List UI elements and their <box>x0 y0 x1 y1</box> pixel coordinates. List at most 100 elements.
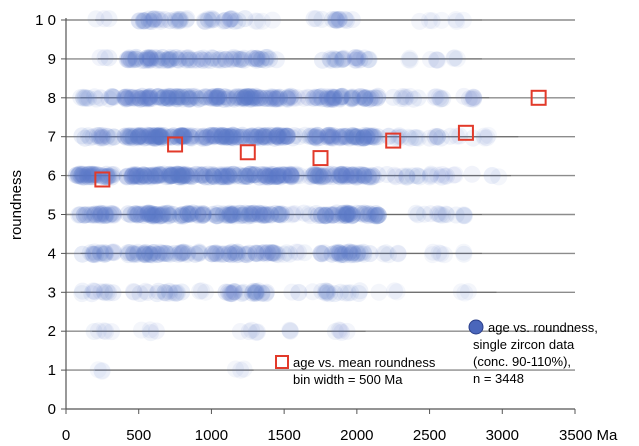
zircon-point-r8-c2-53 <box>215 90 233 108</box>
zircon-point-r7-c1-13 <box>195 127 213 145</box>
zircon-point-r8-c1-27 <box>168 88 186 106</box>
zircon-point-r10-c1-12 <box>166 11 184 29</box>
zircon-point-r5-c1-7 <box>173 206 191 224</box>
zircon-point-r7-c1-4 <box>150 127 168 145</box>
zircon-point-r8-c1-24 <box>138 89 156 107</box>
zircon-point-r9-c2-10 <box>222 50 240 68</box>
zircon-point-r5-c3-4 <box>301 207 319 225</box>
y-tick-label-10: 1 0 <box>35 12 56 29</box>
zircon-point-r8-c1-35 <box>187 89 205 107</box>
zircon-point-r10-c1-16 <box>143 13 160 30</box>
zircon-point-r8-c1-1 <box>154 89 172 107</box>
zircon-point-r6-c1-24 <box>152 166 170 184</box>
zircon-point-r7-c2-43 <box>246 128 264 146</box>
zircon-point-r7-c0-10 <box>94 129 112 146</box>
zircon-point-r5-c1-28 <box>150 207 168 225</box>
zircon-point-r7-c1-26 <box>194 129 211 147</box>
zircon-point-r5-c1-35 <box>174 207 192 225</box>
zircon-point-r4-c4-24 <box>340 244 358 262</box>
zircon-point-r5-c2-16 <box>251 206 269 224</box>
zircon-point-r3-c3-1 <box>222 285 240 303</box>
zircon-point-r9-c1-34 <box>139 49 157 67</box>
zircon-point-r7-c2-18 <box>257 127 275 144</box>
zircon-point-r8-c4-42 <box>332 88 350 106</box>
zircon-point-r5-c2-31 <box>239 207 257 225</box>
zircon-point-r7-c2-21 <box>223 128 241 146</box>
zircon-point-r4-c1-5 <box>145 244 163 261</box>
zircon-point-r8-c4-15 <box>326 89 343 107</box>
zircon-point-r4-c0-4 <box>81 244 99 262</box>
zircon-point-r7-c2-36 <box>206 127 224 145</box>
zircon-point-r4-c2-35 <box>259 244 277 262</box>
zircon-point-r8-c6-7 <box>465 88 482 106</box>
zircon-point-r4-c4-28 <box>333 246 351 263</box>
zircon-point-r10-c4-4 <box>328 12 346 30</box>
zircon-point-r4-c6-0 <box>424 243 442 261</box>
zircon-point-r7-c4-9 <box>308 129 326 147</box>
zircon-point-r6-c4-40 <box>355 167 373 184</box>
zircon-point-r10-c1-7 <box>171 12 189 30</box>
zircon-point-r6-c4-13 <box>360 168 378 186</box>
zircon-point-r10-c1-1 <box>156 11 174 29</box>
zircon-point-r7-c4-25 <box>338 127 355 145</box>
zircon-point-r8-c2-24 <box>208 90 226 107</box>
zircon-point-r6-c2-29 <box>239 168 257 185</box>
zircon-point-r8-c1-30 <box>155 88 173 106</box>
zircon-point-r8-c4-11 <box>354 88 372 106</box>
zircon-point-r3-c1-9 <box>125 283 143 301</box>
single-zircon-points <box>67 10 508 380</box>
zircon-point-r8-c2-0 <box>236 89 254 106</box>
zircon-point-r9-c1-45 <box>124 51 142 69</box>
zircon-point-r8-c2-36 <box>219 89 237 107</box>
zircon-point-r5-c3-3 <box>295 204 313 222</box>
zircon-point-r4-c2-16 <box>235 245 253 263</box>
zircon-point-r5-c5-0 <box>433 206 451 224</box>
zircon-point-r3-c1-5 <box>136 282 154 300</box>
zircon-point-r5-c2-8 <box>220 207 238 225</box>
zircon-point-r6-c4-35 <box>354 166 372 184</box>
zircon-point-r5-c1-2 <box>194 207 212 224</box>
zircon-point-r6-c0-10 <box>93 167 110 185</box>
zircon-point-r8-c4-16 <box>311 88 329 106</box>
zircon-point-r3-c3-6 <box>245 282 263 300</box>
zircon-point-r6-c1-69 <box>163 167 181 185</box>
zircon-point-r6-c4-29 <box>323 168 341 186</box>
zircon-point-r10-c2-10 <box>195 12 213 30</box>
zircon-point-r9-c1-12 <box>127 48 145 66</box>
zircon-point-r4-c4-11 <box>349 244 367 262</box>
zircon-point-r7-c1-57 <box>150 128 168 145</box>
zircon-point-r9-c2-7 <box>256 51 274 69</box>
zircon-point-r6-c2-36 <box>275 166 293 184</box>
zircon-point-r6-c0-29 <box>70 165 88 183</box>
zircon-point-r5-c2-34 <box>243 205 261 223</box>
zircon-point-r3-c3-7 <box>247 283 265 301</box>
zircon-point-r3-c0-4 <box>86 283 104 300</box>
zircon-point-r8-c4-10 <box>313 87 330 105</box>
zircon-point-r2-c2-2 <box>247 323 265 341</box>
zircon-point-r6-c2-10 <box>204 167 222 185</box>
zircon-point-r6-c0-11 <box>80 165 98 183</box>
zircon-point-r9-c1-19 <box>120 51 138 69</box>
zircon-point-r3-c3-5 <box>233 284 251 302</box>
zircon-point-r8-c1-39 <box>183 87 201 105</box>
zircon-point-r6-c2-11 <box>218 168 236 186</box>
zircon-point-r6-c2-18 <box>269 167 287 185</box>
zircon-point-r2-c3-0 <box>281 321 299 339</box>
zircon-point-r5-c4-31 <box>309 207 327 224</box>
zircon-point-r4-c2-1 <box>211 245 229 263</box>
zircon-point-r5-c2-50 <box>240 205 258 223</box>
zircon-point-r8-c4-28 <box>334 87 352 105</box>
zircon-point-r8-c4-40 <box>357 89 374 107</box>
zircon-point-r7-c1-48 <box>201 127 219 145</box>
zircon-point-r6-c2-46 <box>227 167 245 185</box>
zircon-point-r4-c1-18 <box>149 246 167 263</box>
zircon-point-r2-c0-1 <box>85 323 103 340</box>
zircon-point-r6-c7-1 <box>483 167 501 184</box>
zircon-point-r7-c2-40 <box>248 128 266 146</box>
zircon-point-r6-c6-2 <box>421 168 439 186</box>
zircon-point-r2-c4-0 <box>326 323 344 340</box>
zircon-point-r3-c1-10 <box>173 283 191 301</box>
zircon-point-r10-c4-12 <box>326 11 344 29</box>
zircon-point-r10-c1-22 <box>140 10 158 28</box>
zircon-point-r8-c1-2 <box>162 87 180 105</box>
